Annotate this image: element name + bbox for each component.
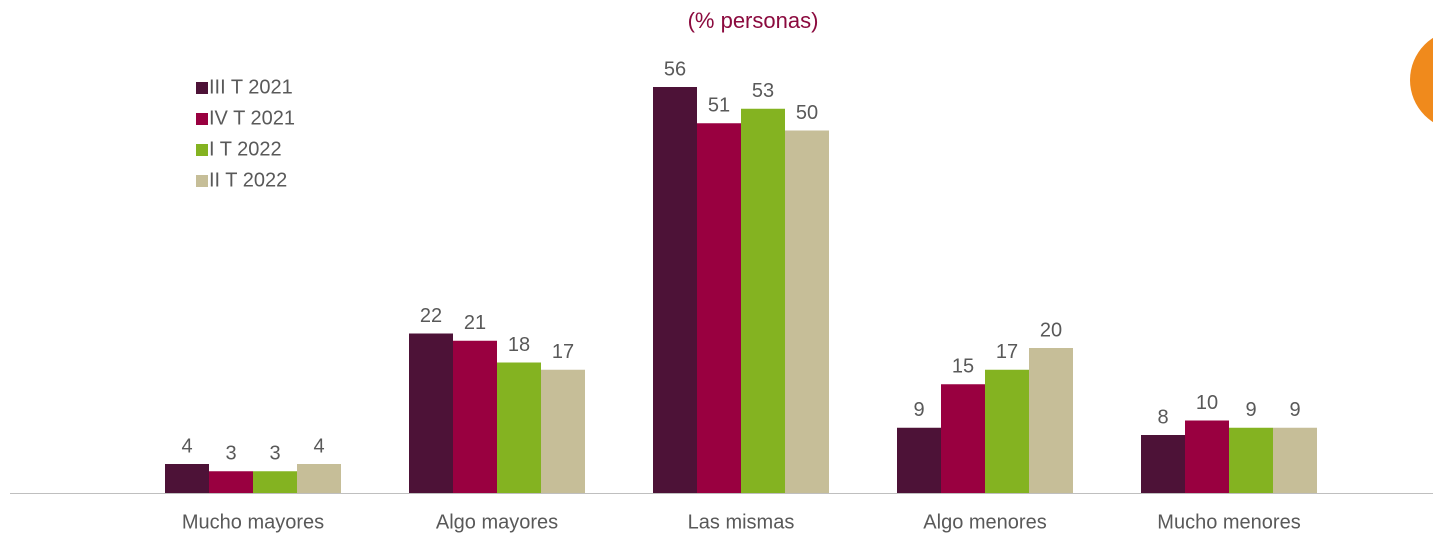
bar bbox=[209, 471, 253, 493]
x-tick-label: Mucho mayores bbox=[182, 511, 324, 533]
bar bbox=[1185, 420, 1229, 493]
x-tick-label: Algo menores bbox=[923, 511, 1046, 533]
bar bbox=[297, 464, 341, 493]
bar bbox=[1229, 427, 1273, 493]
bar bbox=[497, 362, 541, 493]
bar bbox=[897, 427, 941, 493]
data-label: 9 bbox=[1245, 399, 1256, 421]
bar bbox=[541, 369, 585, 493]
data-label: 20 bbox=[1040, 319, 1062, 341]
bar bbox=[1029, 348, 1073, 493]
data-label: 3 bbox=[269, 443, 280, 465]
decoration bbox=[1410, 37, 1433, 123]
data-label: 51 bbox=[708, 95, 730, 117]
legend-label: I T 2022 bbox=[209, 138, 282, 160]
x-tick-label: Algo mayores bbox=[436, 511, 558, 533]
legend-swatch bbox=[196, 113, 208, 125]
bar bbox=[941, 384, 985, 493]
data-label: 50 bbox=[796, 102, 818, 124]
legend-swatch bbox=[196, 175, 208, 187]
data-label: 9 bbox=[913, 399, 924, 421]
legend-label: II T 2022 bbox=[209, 169, 287, 191]
data-label: 56 bbox=[664, 58, 686, 80]
legend-label: III T 2021 bbox=[209, 76, 293, 98]
chart-title: (% personas) bbox=[688, 8, 819, 33]
data-label: 4 bbox=[313, 435, 324, 457]
data-label: 53 bbox=[752, 80, 774, 102]
data-label: 9 bbox=[1289, 399, 1300, 421]
bar bbox=[1141, 435, 1185, 493]
bar bbox=[453, 340, 497, 493]
bar bbox=[409, 333, 453, 493]
legend-swatch bbox=[196, 82, 208, 94]
bar bbox=[697, 123, 741, 493]
data-label: 3 bbox=[225, 443, 236, 465]
bar bbox=[653, 87, 697, 493]
bar bbox=[785, 130, 829, 493]
data-label: 15 bbox=[952, 356, 974, 378]
data-label: 18 bbox=[508, 334, 530, 356]
legend-label: IV T 2021 bbox=[209, 107, 295, 129]
data-label: 22 bbox=[420, 305, 442, 327]
data-label: 21 bbox=[464, 312, 486, 334]
data-label: 8 bbox=[1157, 406, 1168, 428]
data-label: 4 bbox=[181, 435, 192, 457]
bar bbox=[253, 471, 297, 493]
x-tick-label: Mucho menores bbox=[1157, 511, 1300, 533]
data-label: 10 bbox=[1196, 392, 1218, 414]
bar bbox=[165, 464, 209, 493]
legend-swatch bbox=[196, 144, 208, 156]
x-tick-label: Las mismas bbox=[688, 511, 795, 533]
bar bbox=[1273, 427, 1317, 493]
bar bbox=[741, 108, 785, 493]
data-label: 17 bbox=[996, 341, 1018, 363]
bar bbox=[985, 369, 1029, 493]
data-label: 17 bbox=[552, 341, 574, 363]
